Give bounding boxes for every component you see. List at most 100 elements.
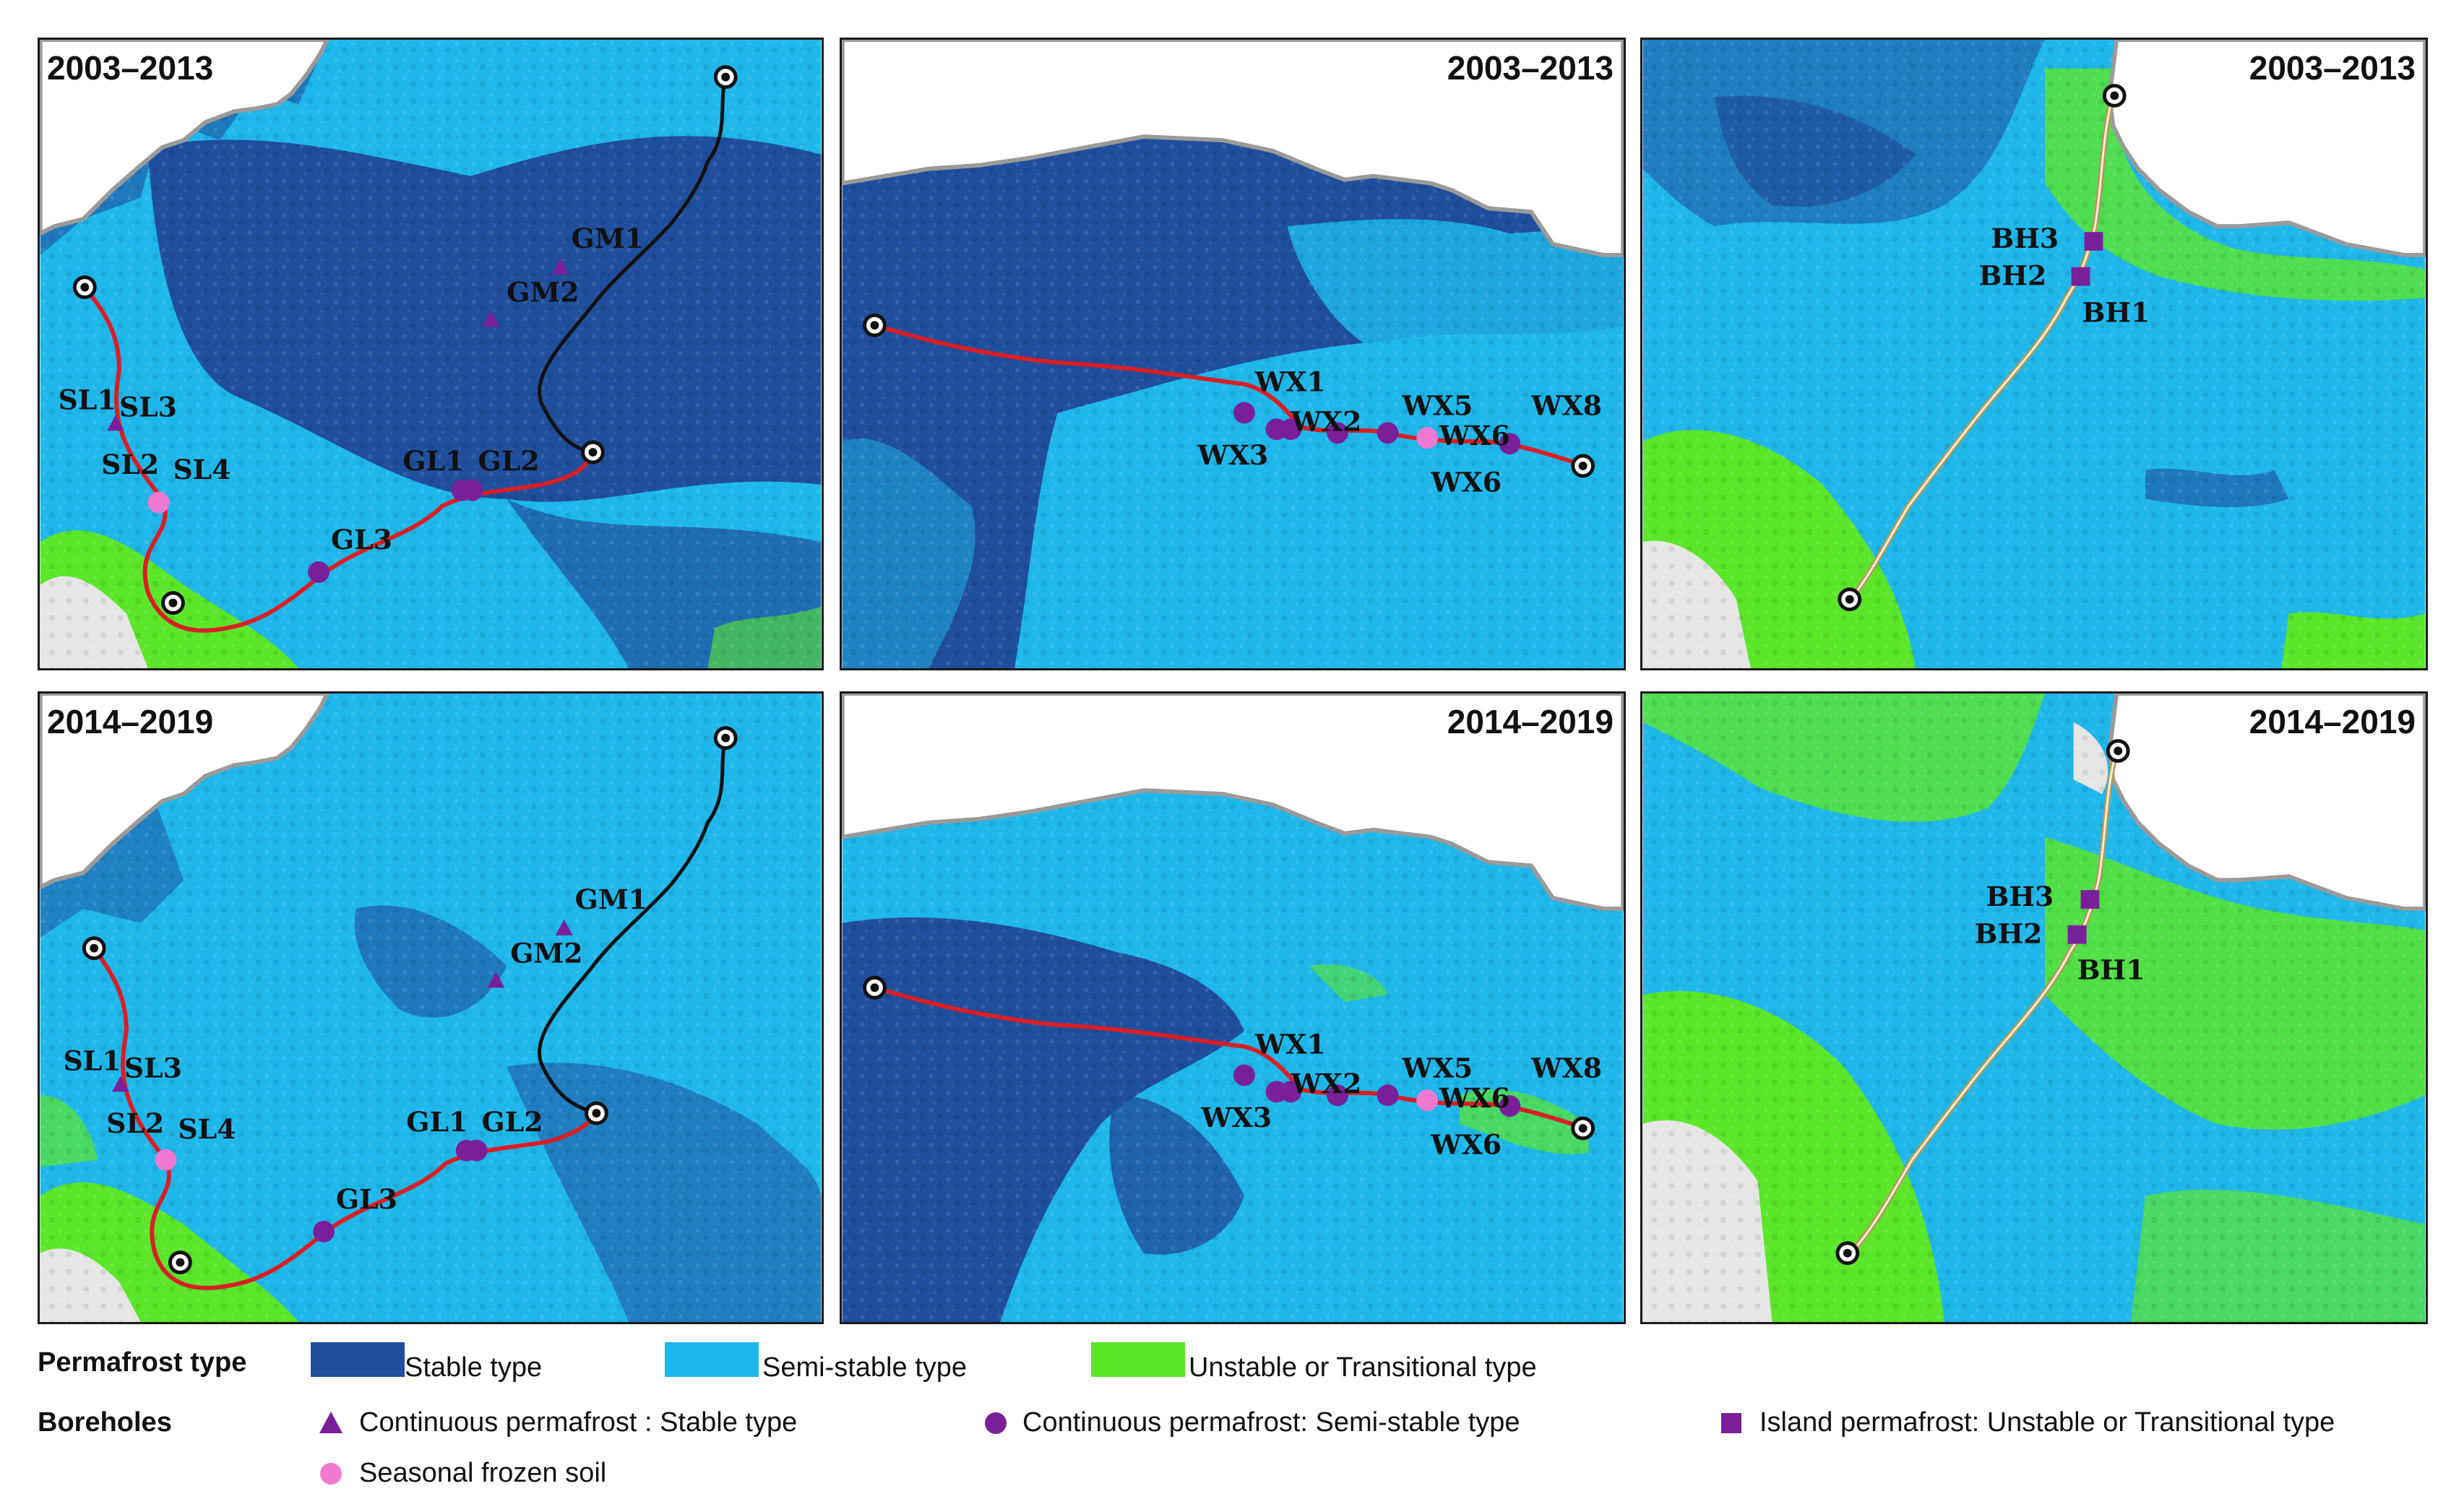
label-gl3: GL3 xyxy=(331,524,392,556)
label-gm1: GM1 xyxy=(575,884,647,915)
borehole-triangle xyxy=(551,258,569,275)
label-wx6-upper: WX6 xyxy=(1439,420,1510,452)
borehole-circle xyxy=(461,479,483,501)
seasonal-frozen-soil-marker xyxy=(147,491,170,514)
label-sl3: SL3 xyxy=(124,1052,182,1084)
borehole-circle xyxy=(1233,1064,1255,1087)
route-endpoint-marker xyxy=(161,591,185,615)
legend-label-continuous-stable: Continuous permafrost : Stable type xyxy=(359,1407,798,1438)
borehole-triangle xyxy=(482,311,500,327)
legend-boreholes-heading: Boreholes xyxy=(38,1407,172,1438)
seasonal-frozen-soil-marker xyxy=(155,1149,177,1171)
label-sl1: SL1 xyxy=(64,1045,121,1076)
legend-swatch-stable xyxy=(311,1342,405,1377)
map-canvas-6: BH3 BH2 BH1 xyxy=(1642,694,2426,1322)
label-bh3: BH3 xyxy=(1991,223,2059,254)
label-bh1: BH1 xyxy=(2082,296,2150,328)
label-bh2: BH2 xyxy=(1975,918,2043,950)
map-panel-3: BH3 BH2 BH1 2003–2013 xyxy=(1640,38,2428,670)
borehole-circle xyxy=(1233,402,1255,424)
borehole-triangle xyxy=(107,415,124,431)
legend-label-stable: Stable type xyxy=(405,1352,543,1383)
label-wx1: WX1 xyxy=(1254,366,1326,398)
label-gl1: GL1 xyxy=(406,1106,468,1138)
label-gl3: GL3 xyxy=(336,1183,397,1215)
map-canvas-2: WX1 WX2 WX3 WX5 WX6 WX6 WX8 xyxy=(842,40,1624,668)
label-wx6-upper: WX6 xyxy=(1439,1082,1510,1114)
label-bh2: BH2 xyxy=(1979,260,2047,292)
route-endpoint-marker xyxy=(82,936,106,960)
label-wx8: WX8 xyxy=(1530,1052,1602,1084)
label-wx2: WX2 xyxy=(1290,1068,1361,1100)
label-sl4: SL4 xyxy=(178,1113,236,1145)
borehole-circle xyxy=(1327,1084,1348,1107)
route-endpoint-marker xyxy=(2106,739,2130,763)
borehole-triangle xyxy=(555,919,573,936)
route-endpoint-marker xyxy=(585,1101,608,1126)
borehole-circle xyxy=(1280,1081,1302,1103)
route-endpoint-marker xyxy=(863,313,887,337)
legend-label-unstable: Unstable or Transitional type xyxy=(1189,1352,1537,1383)
route-endpoint-marker xyxy=(1571,1116,1595,1141)
panel-title: 2003–2013 xyxy=(47,49,214,87)
borehole-triangle xyxy=(487,972,505,988)
legend-circle-icon xyxy=(985,1412,1007,1434)
label-wx1: WX1 xyxy=(1254,1029,1326,1060)
legend-label-seasonal: Seasonal frozen soil xyxy=(359,1458,607,1488)
route-endpoint-marker xyxy=(1838,587,1862,612)
legend-swatch-unstable xyxy=(1091,1342,1185,1377)
label-wx6-lower: WX6 xyxy=(1430,1129,1502,1161)
label-wx3: WX3 xyxy=(1200,1102,1272,1133)
label-gm2: GM2 xyxy=(507,277,579,308)
panel-title: 2003–2013 xyxy=(2249,49,2416,87)
label-sl2: SL2 xyxy=(106,1107,164,1139)
label-gm1: GM1 xyxy=(572,223,644,254)
map-panel-2: WX1 WX2 WX3 WX5 WX6 WX6 WX8 2003–2013 xyxy=(840,38,1626,670)
route-endpoint-marker xyxy=(863,975,887,1000)
panel-title: 2014–2019 xyxy=(2249,703,2416,740)
panel-title: 2014–2019 xyxy=(47,703,214,740)
panel-title: 2014–2019 xyxy=(1447,703,1614,740)
legend-label-semi-stable: Semi-stable type xyxy=(762,1352,968,1383)
route-endpoint-marker xyxy=(713,65,738,90)
borehole-circle xyxy=(1377,1084,1399,1107)
seasonal-frozen-soil-marker xyxy=(1416,1089,1439,1112)
legend-square-icon xyxy=(1721,1413,1741,1433)
legend-pink-circle-icon xyxy=(320,1463,342,1485)
borehole-circle xyxy=(1499,1095,1521,1117)
map-canvas-1: GM1 GM2 SL1 SL3 SL2 SL4 GL1 GL2 GL3 xyxy=(40,40,822,668)
panel-title: 2003–2013 xyxy=(1447,49,1614,87)
borehole-square xyxy=(2080,890,2100,909)
borehole-square xyxy=(2067,925,2087,944)
borehole-circle xyxy=(1499,433,1521,455)
legend-label-continuous-semi: Continuous permafrost: Semi-stable type xyxy=(1022,1407,1520,1438)
borehole-square xyxy=(2084,232,2103,251)
borehole-circle xyxy=(1377,422,1399,444)
label-gl2: GL2 xyxy=(478,445,540,477)
borehole-circle xyxy=(465,1139,488,1162)
label-wx6-lower: WX6 xyxy=(1430,467,1502,498)
map-canvas-3: BH3 BH2 BH1 xyxy=(1642,40,2426,668)
map-panel-1: GM1 GM2 SL1 SL3 SL2 SL4 GL1 GL2 GL3 2003… xyxy=(38,38,824,670)
legend-label-island: Island permafrost: Unstable or Transitio… xyxy=(1759,1407,2335,1438)
route-endpoint-marker xyxy=(581,440,605,465)
label-bh3: BH3 xyxy=(1986,881,2054,912)
route-endpoint-marker xyxy=(1835,1241,1860,1266)
route-endpoint-marker xyxy=(2102,84,2127,108)
label-gl1: GL1 xyxy=(402,445,464,477)
label-gm2: GM2 xyxy=(510,937,582,969)
borehole-circle xyxy=(313,1220,335,1243)
label-sl3: SL3 xyxy=(119,391,177,423)
borehole-circle xyxy=(1280,418,1302,441)
label-sl2: SL2 xyxy=(101,449,159,480)
label-wx5: WX5 xyxy=(1401,1052,1473,1084)
label-wx3: WX3 xyxy=(1197,439,1268,471)
label-bh1: BH1 xyxy=(2077,954,2145,985)
label-wx2: WX2 xyxy=(1290,405,1361,437)
label-sl4: SL4 xyxy=(173,454,231,485)
route-endpoint-marker xyxy=(168,1250,192,1274)
route-endpoint-marker xyxy=(713,726,738,750)
legend-permafrost-heading: Permafrost type xyxy=(38,1347,247,1378)
borehole-triangle xyxy=(112,1076,129,1092)
label-sl1: SL1 xyxy=(59,384,116,415)
